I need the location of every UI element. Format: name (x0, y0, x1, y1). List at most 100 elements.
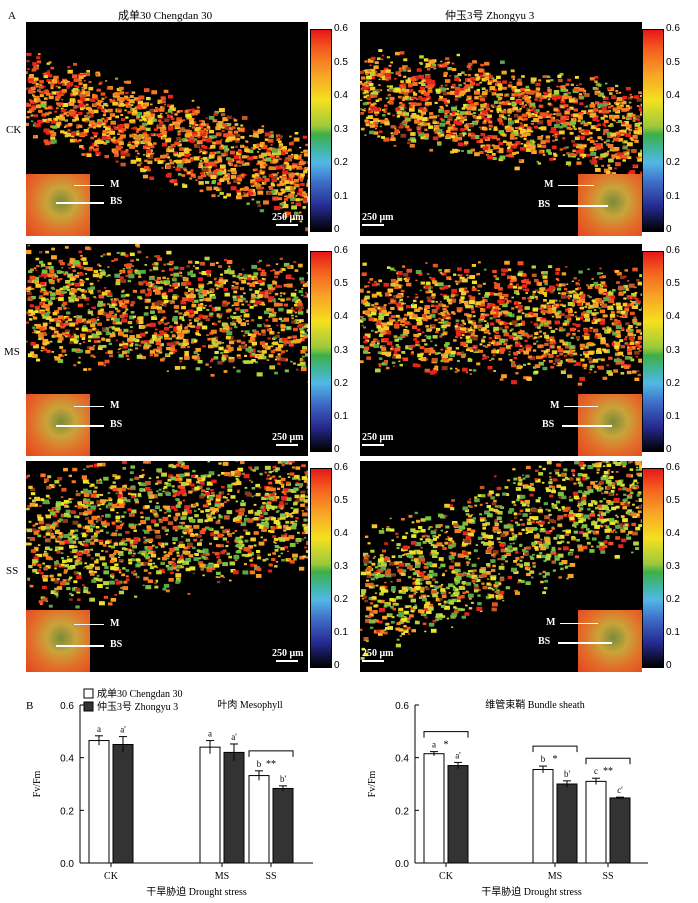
panel-a-label: A (8, 10, 16, 22)
significance-letter: b (541, 754, 546, 764)
bar (609, 797, 631, 864)
mesophyll-label: M (110, 400, 120, 411)
colorbar-tick-label: 0 (666, 444, 672, 455)
mesophyll-pointer-line (558, 185, 594, 186)
colorbar (642, 468, 664, 668)
y-tick-label: 0.4 (395, 754, 409, 765)
y-tick-label: 0.2 (395, 806, 409, 817)
scale-bar-line (276, 444, 298, 446)
bundle-sheath-pointer-line (56, 202, 104, 204)
colorbar (310, 251, 332, 452)
colorbar-tick-label: 0.2 (334, 157, 348, 168)
fluorescence-image-ss-zhongyu: 250 μm (360, 461, 642, 672)
row-label-ms: MS (4, 346, 20, 358)
colorbar-tick-label: 0.5 (334, 495, 348, 506)
x-tick-label: MS (548, 871, 562, 882)
scale-bar-line (362, 224, 384, 226)
row-label-ss: SS (6, 565, 19, 577)
col-title-chengdan: 成单30 Chengdan 30 (118, 10, 213, 22)
bar (585, 780, 607, 864)
scale-bar: 250 μm (362, 432, 394, 446)
colorbar-tick-label: 0.4 (666, 311, 680, 323)
significance-bracket (248, 750, 294, 757)
y-tick-label: 0.2 (60, 806, 74, 817)
significance-bracket (532, 745, 578, 753)
x-tick-label: MS (215, 871, 229, 882)
bar (447, 765, 469, 864)
bar (248, 775, 270, 864)
scale-bar-label: 250 μm (272, 648, 304, 659)
colorbar-tick-label: 0.6 (334, 462, 348, 473)
row-label-ck: CK (6, 124, 22, 136)
colorbar-tick-label: 0.3 (666, 561, 680, 572)
colorbar-tick-label: 0.4 (334, 311, 348, 323)
colorbar (310, 468, 332, 668)
scale-bar-label: 250 μm (362, 648, 394, 659)
significance-letter: a (208, 729, 212, 739)
panel-b-label: B (26, 700, 34, 712)
colorbar-tick-label: 0.2 (334, 594, 348, 605)
colorbar-tick-label: 0.2 (666, 594, 680, 605)
significance-letter: a (97, 724, 101, 734)
x-axis-label: 干旱胁迫 Drought stress (481, 885, 582, 898)
scale-bar-label: 250 μm (272, 432, 304, 443)
bar (199, 746, 221, 864)
fluorescence-image-ms-chengdan: 250 μm (26, 244, 308, 456)
colorbar-tick-label: 0.4 (334, 90, 348, 101)
mesophyll-label: M (550, 400, 560, 411)
scale-bar-label: 250 μm (272, 212, 304, 223)
colorbar-tick-label: 0.5 (334, 278, 348, 290)
colorbar-tick-label: 0.6 (666, 462, 680, 473)
y-tick-label: 0.4 (60, 754, 74, 765)
mesophyll-label: M (546, 617, 556, 628)
x-tick-label: CK (104, 871, 119, 882)
colorbar-tick-label: 0.1 (666, 627, 680, 638)
y-tick-label: 0.6 (60, 701, 74, 712)
bundle-sheath-pointer-line (558, 205, 608, 207)
mesophyll-pointer-line (74, 624, 104, 625)
colorbar-tick-label: 0 (666, 660, 672, 671)
bundle-sheath-label: BS (110, 639, 123, 650)
bundle-sheath-pointer-line (562, 425, 612, 427)
y-tick-label: 0.6 (395, 701, 409, 712)
significance-stars: ** (603, 766, 613, 777)
legend-swatch (83, 688, 94, 699)
fluorescence-image-ck-chengdan: 250 μm (26, 22, 308, 236)
significance-stars: * (444, 740, 449, 751)
bundle-sheath-pointer-line (56, 425, 104, 427)
scale-bar: 250 μm (272, 648, 304, 662)
legend-swatch (83, 701, 94, 712)
colorbar-tick-label: 0.4 (334, 528, 348, 539)
bar (88, 740, 110, 864)
colorbar-tick-label: 0.2 (334, 377, 348, 389)
zoom-inset (26, 174, 90, 236)
scale-bar: 250 μm (362, 648, 394, 662)
y-axis-label: Fv/Fm (367, 770, 378, 797)
mesophyll-pointer-line (564, 406, 598, 407)
fvfm-bar-charts: 0.0 0.2 0.4 0.6 Fv/Fm 干旱胁迫 Drought stress 叶肉 M… (32, 688, 648, 898)
colorbar-tick-label: 0 (334, 224, 340, 235)
colorbar-tick-label: 0.2 (666, 377, 680, 389)
mesophyll-label: M (110, 179, 120, 190)
x-tick-label: CK (439, 871, 454, 882)
colorbar-tick-label: 0.5 (666, 495, 680, 506)
y-tick-label: 0.0 (60, 859, 74, 870)
colorbar-tick-label: 0.1 (334, 190, 348, 202)
significance-letter: a' (455, 750, 461, 760)
bar (423, 753, 445, 864)
scale-bar-line (276, 660, 298, 662)
colorbar-tick-label: 0.5 (334, 56, 348, 68)
bundle-sheath-label: BS (110, 196, 123, 207)
fluorescence-image-ss-chengdan: 250 μm (26, 461, 308, 672)
colorbar-tick-label: 0.6 (334, 245, 348, 256)
colorbar-tick-label: 0.1 (666, 190, 680, 202)
significance-letter: c' (617, 785, 623, 795)
fluorescence-image-ms-zhongyu: 250 μm (360, 244, 642, 456)
colorbar-tick-label: 0.6 (666, 23, 680, 34)
colorbar-tick-label: 0.5 (666, 278, 680, 290)
mesophyll-label: M (544, 179, 554, 190)
scale-bar-line (276, 224, 298, 226)
colorbar-tick-label: 0 (334, 660, 340, 671)
zoom-inset (26, 610, 90, 672)
scale-bar-line (362, 444, 384, 446)
